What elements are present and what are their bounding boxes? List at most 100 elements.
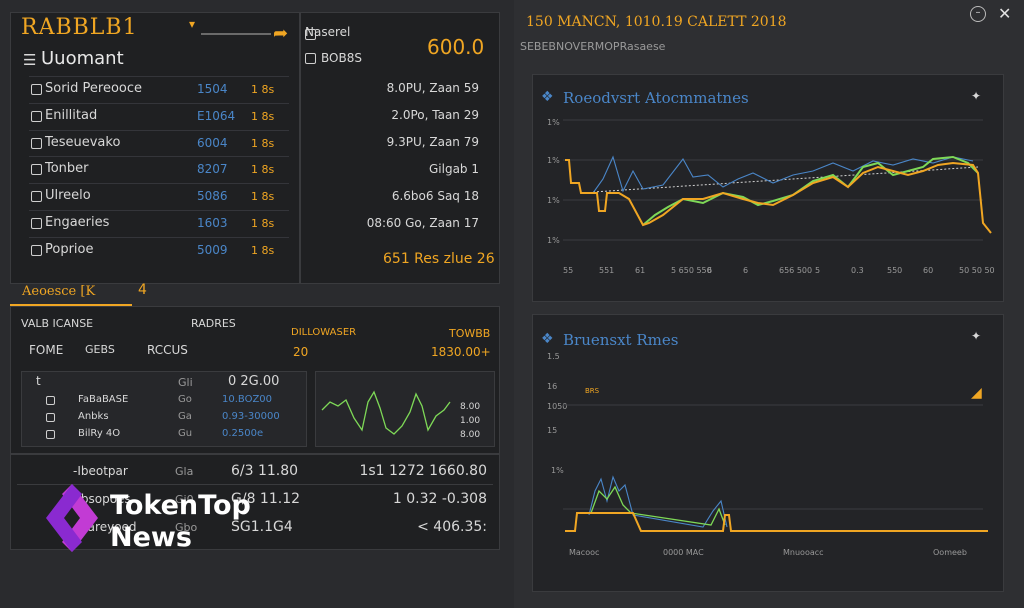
gebs-button[interactable]: GEBS: [85, 343, 115, 356]
tokentop-logo-mark: [46, 484, 98, 552]
watchlist-row[interactable]: Sorid Pereooce 1504 1 8s: [11, 79, 291, 101]
ledger-value: G/8 11.12: [231, 491, 301, 507]
chart2-title: Bruensxt Rmes: [563, 331, 679, 349]
ledger-right: 1 0.32 -0.308: [392, 491, 487, 507]
right-val-b: 1830.00+: [431, 345, 491, 359]
watchlist-divider: [29, 156, 289, 158]
ledger-value: SG1.1G4: [231, 519, 293, 535]
chart2-menu-icon[interactable]: ✦: [971, 329, 982, 343]
ledger-row[interactable]: -Ibsopoes Gi0 G/8 11.12 1 0.32 -0.308: [17, 489, 493, 513]
watchlist-mult: 1 8s: [251, 136, 275, 150]
mini-label-1: 8.00: [460, 402, 481, 412]
chart2-xtick-1: Macooc: [569, 548, 599, 557]
rccus-button[interactable]: RCCUS: [147, 343, 188, 357]
chart1-xtick: 551: [599, 266, 614, 275]
watchlist-mult: 1 8s: [251, 83, 275, 96]
row-doc-icon: [31, 137, 42, 149]
tab-label[interactable]: Aeoesce [K: [22, 284, 96, 299]
mini-chart-line: [321, 390, 451, 435]
chart2-tag: BRS: [585, 387, 600, 395]
sub-row-code: Ga: [178, 411, 192, 422]
ledger-code: Gi0: [175, 493, 194, 506]
sub-row-code: Gu: [178, 428, 193, 439]
watchlist-mult: 1 8s: [251, 217, 275, 230]
watchlist-name: Teseuevako: [45, 134, 121, 150]
right-head-b: TOWBB: [449, 327, 491, 340]
chart1-xtick: 61: [635, 266, 645, 275]
right-head-a: DILLOWASER: [291, 327, 357, 338]
chart1-trend: [592, 166, 979, 193]
ledger-name: -Ibeotpar: [73, 464, 128, 478]
watchlist-code: 1603: [197, 216, 228, 230]
sub-row-code: Go: [178, 394, 192, 405]
minimize-icon[interactable]: –: [970, 6, 986, 22]
watchlist-mult: 1 8s: [251, 163, 275, 177]
watchlist-name: Ulreelo: [45, 188, 91, 204]
watchlist-row[interactable]: Poprioe 5009 1 8s: [11, 240, 291, 262]
right-val-a: 20: [293, 345, 309, 359]
chart1-ytick-4: 1%: [547, 236, 560, 245]
row-doc-icon: [31, 191, 42, 203]
row-doc-icon: [31, 110, 42, 122]
sub-row-value: 0.2500e: [222, 428, 264, 439]
title-dropdown-icon[interactable]: ▾: [189, 17, 196, 31]
watchlist-row[interactable]: Ulreelo 5086 1 8s: [11, 186, 291, 208]
chart1-ytick-3: 1%: [547, 196, 560, 205]
watermark-top: TokenTop: [110, 490, 251, 521]
fome-button[interactable]: FOME: [29, 343, 64, 357]
tab-underline: [10, 304, 132, 306]
watchlist-code: 5086: [197, 189, 228, 204]
sub-row-icon: [46, 413, 55, 422]
chart2-ytick-1: 1.5: [547, 352, 560, 361]
ledger-code: Gla: [175, 465, 194, 478]
chart2-svg: 1.5 16 1050 15 1% BRS Macooc 0000 MAC Mn…: [547, 352, 988, 557]
watchlist-row[interactable]: Teseuevako 6004 1 8s: [11, 133, 291, 155]
times-panel: Naserel BOB8S 600.0 8.0PU, Zaan 59 2.0Po,…: [300, 12, 500, 284]
ledger-panel: -Ibeotpar Gla 6/3 11.80 1s1 1272 1660.80 -Ib…: [10, 454, 500, 550]
watchlist-divider: [29, 102, 289, 104]
tab-count: 4: [138, 282, 147, 298]
chart1-ytick-1: 1%: [547, 118, 560, 127]
mini-chart: 8.00 1.00 8.00: [315, 371, 495, 447]
doc-icon: [305, 53, 316, 64]
chart1-xtick: 656 500: [779, 266, 812, 275]
right-subheader: SEBEBNOVERMOPRasaese: [520, 40, 666, 53]
watchlist-divider: [29, 129, 289, 131]
sub-row-icon: [46, 396, 55, 405]
chart2-ytick-4: 15: [547, 426, 557, 435]
watchlist-row[interactable]: Enillitad E1064 1 8s: [11, 106, 291, 128]
chart1-title: Roeodvsrt Atocmmatnes: [563, 89, 749, 107]
time-row: 6.6bo6 Saq 18: [391, 189, 479, 203]
chart1-xtick: 6: [743, 266, 748, 275]
ledger-right: 1s1 1272 1660.80: [359, 463, 487, 479]
chart2-marker-icon: ◢: [971, 385, 982, 401]
file-icon: [305, 29, 316, 40]
watchlist-name: Engaeries: [45, 215, 110, 230]
watchlist-code: 1504: [197, 82, 228, 96]
row-doc-icon: [31, 244, 42, 256]
ledger-name: -Ibsopoes: [73, 492, 131, 506]
trade-panel: VALB ICANSE RADRES DILLOWASER TOWBB FOME…: [10, 306, 500, 454]
chart1-xtick: 550: [887, 266, 902, 275]
sync-icon[interactable]: ➦: [273, 23, 289, 44]
ledger-value: 6/3 11.80: [231, 463, 299, 479]
chart1-icon: ❖: [541, 89, 554, 105]
times-footer: 651 Res zlue 26: [383, 251, 495, 267]
mini-label-2: 1.00: [460, 416, 481, 426]
chart1-xtick: 0.3: [851, 266, 864, 275]
ledger-code: Gbo: [175, 521, 198, 534]
ledger-row[interactable]: -Ibeotpar Gla 6/3 11.80 1s1 1272 1660.80: [17, 461, 493, 485]
close-icon[interactable]: ✕: [998, 4, 1012, 23]
summary-value: 0 2G.00: [228, 374, 280, 389]
watchlist-mult: 1 8s: [251, 109, 275, 123]
mini-chart-svg: [321, 390, 451, 435]
summary-mid: Gli: [178, 376, 193, 389]
right-pane: 150 MANCN, 1010.19 CALETT 2018 SEBEBNOVE…: [514, 0, 1024, 608]
watchlist-row[interactable]: Tonber 8207 1 8s: [11, 159, 291, 181]
watchlist-row[interactable]: Engaeries 1603 1 8s: [11, 213, 291, 235]
watchlist-name: Tonber: [45, 161, 89, 177]
tokentop-logo: TokenTop News: [40, 478, 260, 558]
chart1-menu-icon[interactable]: ✦: [971, 89, 982, 103]
